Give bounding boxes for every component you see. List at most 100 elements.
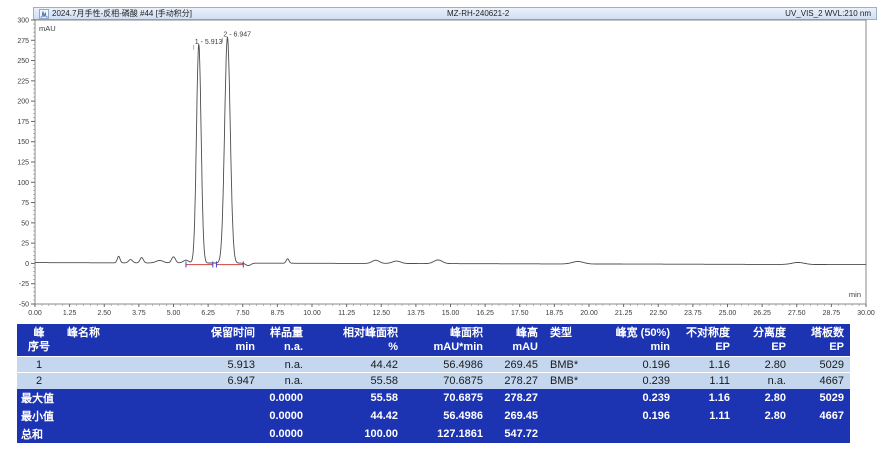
table-cell: 278.27 <box>489 373 544 389</box>
y-tick-label: 100 <box>17 180 29 187</box>
x-tick-label: 21.25 <box>615 310 633 317</box>
y-tick-label: 225 <box>17 78 29 85</box>
table-cell: 547.72 <box>489 425 544 443</box>
table-cell: n.a. <box>736 373 792 389</box>
table-cell: 56.4986 <box>404 357 489 373</box>
peak-label: 2 - 6.947 <box>223 32 251 39</box>
x-tick-label: 10.00 <box>303 310 321 317</box>
table-cell: 56.4986 <box>404 407 489 425</box>
y-tick-label: 275 <box>17 38 29 45</box>
x-tick-label: 7.50 <box>236 310 250 317</box>
y-tick-label: 300 <box>17 18 29 25</box>
x-tick-label: 16.25 <box>476 310 494 317</box>
peak-label: 1 - 5.913 <box>195 39 223 46</box>
x-tick-label: 3.75 <box>132 310 146 317</box>
column-header[interactable]: 峰高mAU <box>489 324 544 357</box>
table-cell: 4667 <box>792 407 850 425</box>
table-cell: 55.58 <box>309 373 404 389</box>
table-cell: 100.00 <box>309 425 404 443</box>
table-cell: 5.913 <box>171 357 261 373</box>
column-header[interactable]: 峰名称 <box>61 324 171 357</box>
table-cell <box>736 425 792 443</box>
x-tick-label: 6.25 <box>201 310 215 317</box>
table-cell: 127.1861 <box>404 425 489 443</box>
table-cell <box>171 389 261 407</box>
peak-row[interactable]: 26.947n.a.55.5870.6875278.27BMB*0.2391.1… <box>17 373 850 389</box>
x-tick-label: 22.50 <box>649 310 667 317</box>
table-cell: 55.58 <box>309 389 404 407</box>
column-header[interactable]: 样品量n.a. <box>261 324 309 357</box>
x-tick-label: 0.00 <box>28 310 42 317</box>
column-header[interactable]: 塔板数EP <box>792 324 850 357</box>
y-axis: 3002752502252001751501251007550250-25-50 <box>17 18 35 309</box>
table-cell: 2 <box>17 373 61 389</box>
peak-row[interactable]: 15.913n.a.44.4256.4986269.45BMB*0.1961.1… <box>17 357 850 373</box>
table-cell: BMB* <box>544 357 606 373</box>
x-tick-label: 30.00 <box>857 310 875 317</box>
table-header-row: 峰序号峰名称保留时间min样品量n.a.相对峰面积%峰面积mAU*min峰高mA… <box>17 324 850 357</box>
x-tick-label: 27.50 <box>788 310 806 317</box>
x-tick-label: 23.75 <box>684 310 702 317</box>
table-cell: 1 <box>17 357 61 373</box>
x-axis-unit-label: min <box>849 290 861 299</box>
table-cell <box>792 425 850 443</box>
table-cell: 269.45 <box>489 357 544 373</box>
column-header[interactable]: 类型 <box>544 324 606 357</box>
y-axis-unit-label: mAU <box>39 24 56 33</box>
x-tick-label: 1.25 <box>63 310 77 317</box>
table-cell: 1.11 <box>676 373 736 389</box>
table-cell: 2.80 <box>736 357 792 373</box>
table-cell <box>61 373 171 389</box>
table-cell <box>544 389 606 407</box>
table-cell: 1.16 <box>676 389 736 407</box>
chromatogram-plot[interactable]: 3002752502252001751501251007550250-25-50… <box>0 0 879 320</box>
table-header: 峰序号峰名称保留时间min样品量n.a.相对峰面积%峰面积mAU*min峰高mA… <box>17 324 850 357</box>
summary-row[interactable]: 最小值0.000044.4256.4986269.450.1961.112.80… <box>17 407 850 425</box>
table-cell <box>544 407 606 425</box>
summary-label: 最小值 <box>17 407 171 425</box>
x-tick-label: 11.25 <box>338 310 355 317</box>
table-cell: 0.196 <box>606 357 676 373</box>
column-header[interactable]: 保留时间min <box>171 324 261 357</box>
table-cell <box>171 407 261 425</box>
summary-row[interactable]: 总和0.0000100.00127.1861547.72 <box>17 425 850 443</box>
x-tick-label: 12.50 <box>372 310 390 317</box>
y-tick-label: -25 <box>19 281 29 288</box>
column-header[interactable]: 峰序号 <box>17 324 61 357</box>
table-cell: 0.196 <box>606 407 676 425</box>
table-cell: 0.239 <box>606 373 676 389</box>
table-cell: 5029 <box>792 357 850 373</box>
x-tick-label: 5.00 <box>167 310 181 317</box>
integration-marks <box>186 261 243 267</box>
y-tick-label: -50 <box>19 302 29 309</box>
table-cell: 278.27 <box>489 389 544 407</box>
x-tick-label: 25.00 <box>719 310 737 317</box>
chromatogram-report: 2024.7月手性-反相-磷酸 #44 [手动积分] MZ-RH-240621-… <box>0 0 879 459</box>
table-cell: 4667 <box>792 373 850 389</box>
x-tick-label: 13.75 <box>407 310 425 317</box>
chromatogram-trace <box>35 37 866 265</box>
table-cell <box>61 357 171 373</box>
table-cell: 6.947 <box>171 373 261 389</box>
column-header[interactable]: 峰面积mAU*min <box>404 324 489 357</box>
x-tick-label: 8.75 <box>271 310 285 317</box>
table-cell: 2.80 <box>736 389 792 407</box>
column-header[interactable]: 不对称度EP <box>676 324 736 357</box>
table-cell <box>171 425 261 443</box>
x-axis: 0.001.252.503.755.006.257.508.7510.0011.… <box>28 304 875 317</box>
y-tick-label: 125 <box>17 160 29 167</box>
column-header[interactable]: 分离度EP <box>736 324 792 357</box>
table-cell <box>544 425 606 443</box>
summary-label: 最大值 <box>17 389 171 407</box>
table-cell: BMB* <box>544 373 606 389</box>
peak-results-table: 峰序号峰名称保留时间min样品量n.a.相对峰面积%峰面积mAU*min峰高mA… <box>17 324 850 443</box>
table-cell: 44.42 <box>309 407 404 425</box>
column-header[interactable]: 相对峰面积% <box>309 324 404 357</box>
column-header[interactable]: 峰宽 (50%)min <box>606 324 676 357</box>
table-cell <box>676 425 736 443</box>
table-cell: n.a. <box>261 373 309 389</box>
summary-row[interactable]: 最大值0.000055.5870.6875278.270.2391.162.80… <box>17 389 850 407</box>
x-tick-label: 15.00 <box>442 310 460 317</box>
y-tick-label: 0 <box>25 261 29 268</box>
table-body: 15.913n.a.44.4256.4986269.45BMB*0.1961.1… <box>17 357 850 443</box>
